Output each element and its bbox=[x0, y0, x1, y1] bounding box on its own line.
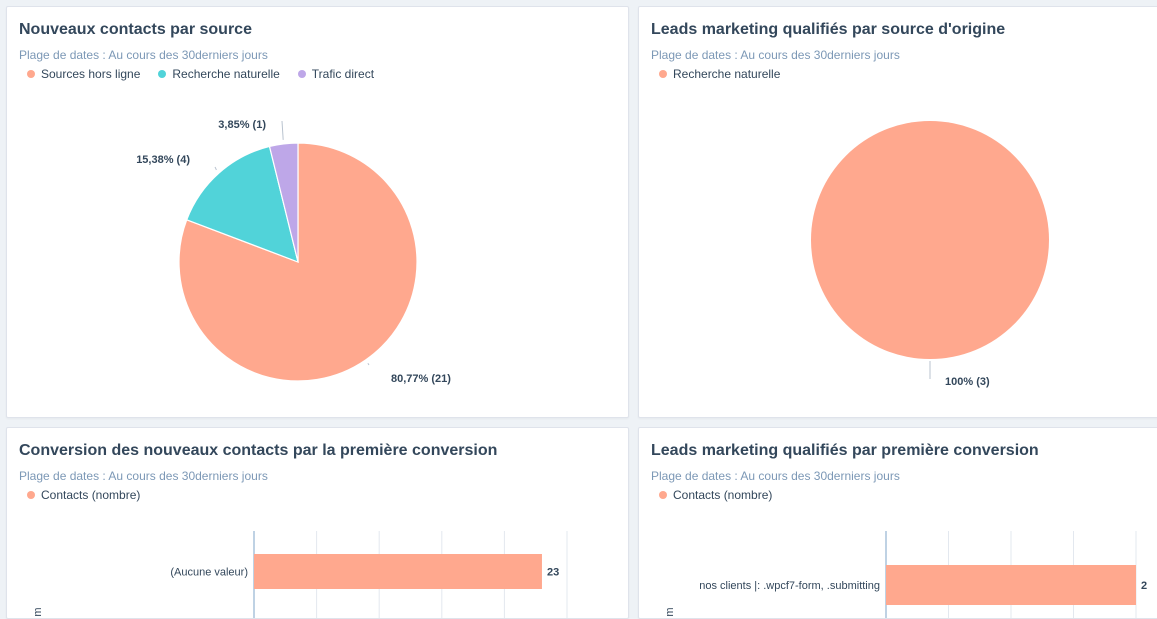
legend-label: Sources hors ligne bbox=[41, 67, 141, 81]
pie-data-label: 100% (3) bbox=[945, 376, 990, 388]
date-range-label: Plage de dates : Au cours des 30derniers… bbox=[651, 469, 900, 483]
card-new-contacts-by-source: Nouveaux contacts par source Plage de da… bbox=[6, 6, 629, 418]
pie-data-label: 3,85% (1) bbox=[218, 119, 266, 131]
chart-legend: Recherche naturelle bbox=[659, 67, 780, 81]
legend-dot bbox=[659, 491, 667, 499]
date-range-label: Plage de dates : Au cours des 30derniers… bbox=[19, 469, 268, 483]
legend-item-direct[interactable]: Trafic direct bbox=[297, 67, 375, 81]
pie-slice-trafic-direct[interactable] bbox=[268, 142, 299, 263]
date-range-label: Plage de dates : Au cours des 30derniers… bbox=[651, 48, 900, 62]
card-new-contacts-by-first-conversion: Conversion des nouveaux contacts par la … bbox=[6, 427, 629, 619]
legend-item-organic[interactable]: Recherche naturelle bbox=[659, 67, 780, 81]
bar[interactable] bbox=[886, 565, 1136, 605]
legend-dot bbox=[27, 491, 35, 499]
y-axis-title: m bbox=[664, 607, 676, 616]
legend-label: Trafic direct bbox=[311, 67, 375, 81]
pie-slice-recherche-naturelle[interactable] bbox=[185, 145, 299, 263]
legend-label: Contacts (nombre) bbox=[673, 488, 773, 502]
card-title: Leads marketing qualifiés par source d'o… bbox=[651, 21, 1006, 38]
pie-chart: 100% (3) bbox=[811, 121, 1049, 388]
pie-data-label: 80,77% (21) bbox=[391, 373, 451, 385]
bar-chart: nos clients |: .wpcf7-form, .submitting 2… bbox=[664, 531, 1147, 618]
card-title: Leads marketing qualifiés par première c… bbox=[651, 442, 1039, 459]
pie-label-leader bbox=[214, 166, 217, 171]
bar-chart: (Aucune valeur) 23 m bbox=[32, 531, 568, 618]
y-axis-title: m bbox=[32, 607, 44, 616]
pie-label-leader bbox=[281, 120, 284, 140]
legend-item-contacts[interactable]: Contacts (nombre) bbox=[27, 488, 140, 502]
pie-label-leader bbox=[367, 362, 370, 366]
card-title: Nouveaux contacts par source bbox=[19, 21, 252, 38]
card-mql-by-first-conversion: Leads marketing qualifiés par première c… bbox=[638, 427, 1157, 619]
bar-data-label: 23 bbox=[547, 567, 559, 579]
legend-dot bbox=[27, 70, 35, 78]
legend-label: Contacts (nombre) bbox=[41, 488, 141, 502]
card-mql-by-original-source: Leads marketing qualifiés par source d'o… bbox=[638, 6, 1157, 418]
bar-data-label: 2 bbox=[1141, 580, 1147, 592]
card-title: Conversion des nouveaux contacts par la … bbox=[19, 442, 498, 459]
pie-slice-sources-hors-ligne[interactable] bbox=[178, 142, 418, 382]
legend-item-organic[interactable]: Recherche naturelle bbox=[158, 67, 280, 81]
category-tick-label: nos clients |: .wpcf7-form, .submitting bbox=[699, 580, 880, 592]
bar[interactable] bbox=[254, 554, 542, 589]
legend-label: Recherche naturelle bbox=[172, 67, 280, 81]
chart-legend: Contacts (nombre) bbox=[659, 488, 772, 502]
pie-chart: 80,77% (21) 15,38% (4) 3,85% (1) bbox=[136, 119, 451, 385]
category-tick-label: (Aucune valeur) bbox=[170, 567, 248, 579]
chart-legend: Sources hors ligne Recherche naturelle T… bbox=[27, 67, 374, 81]
legend-item-offline[interactable]: Sources hors ligne bbox=[27, 67, 140, 81]
date-range-label: Plage de dates : Au cours des 30derniers… bbox=[19, 48, 268, 62]
legend-dot bbox=[158, 70, 167, 78]
legend-dot bbox=[297, 70, 306, 78]
legend-label: Recherche naturelle bbox=[673, 67, 781, 81]
pie-slice-recherche-naturelle[interactable] bbox=[811, 121, 1049, 359]
pie-data-label: 15,38% (4) bbox=[136, 154, 190, 166]
chart-legend: Contacts (nombre) bbox=[27, 488, 140, 502]
legend-dot bbox=[659, 70, 667, 78]
legend-item-contacts[interactable]: Contacts (nombre) bbox=[659, 488, 772, 502]
